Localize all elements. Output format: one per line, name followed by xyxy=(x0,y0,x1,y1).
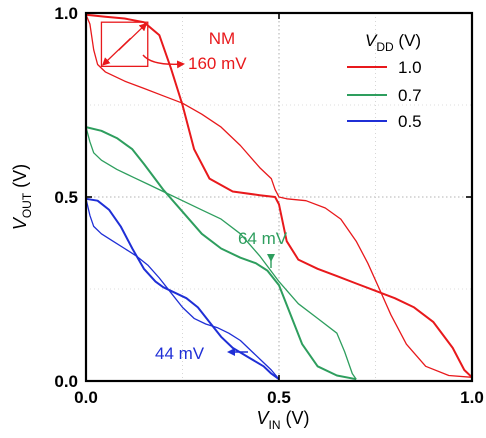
noise-margin-box xyxy=(100,21,149,68)
y-tick-label-0: 0.0 xyxy=(54,372,78,391)
series-0-7-curve-a xyxy=(85,126,357,381)
series-1-0-curve-b xyxy=(85,14,473,378)
legend-label-0-7: 0.7 xyxy=(398,86,422,105)
x-tick-label-2: 1.0 xyxy=(460,388,484,407)
legend-label-1-0: 1.0 xyxy=(398,58,422,77)
annotation-44mv-label: 44 mV xyxy=(155,344,205,363)
legend-label-0-5: 0.5 xyxy=(398,112,422,131)
transfer-curves xyxy=(85,13,473,381)
annotation-160mv-arrow xyxy=(142,54,185,69)
x-tick-label-0: 0.0 xyxy=(74,388,98,407)
annotation-64mv-label: 64 mV xyxy=(238,229,288,248)
series-0-7-curve-b xyxy=(85,126,357,380)
annotation-160mv-label: 160 mV xyxy=(188,54,247,73)
y-tick-label-1: 0.5 xyxy=(54,188,78,207)
x-tick-label-1: 0.5 xyxy=(267,388,291,407)
series-0-5-curve-b xyxy=(85,198,280,380)
y-tick-label-2: 1.0 xyxy=(54,4,78,23)
nm-box-rect xyxy=(100,21,149,68)
legend: VDD (V) 1.0 0.7 0.5 xyxy=(347,31,422,131)
annotation-nm-label: NM xyxy=(209,29,235,48)
y-axis-label: VOUT (V) xyxy=(10,164,34,230)
series-0-5-curve-a xyxy=(85,197,280,381)
series-1-0-curve-a xyxy=(85,13,473,379)
nm-box-diagonal-2 xyxy=(101,37,132,66)
axis-ticks: 0.0 0.5 1.0 0.0 0.5 1.0 xyxy=(54,4,483,407)
x-axis-label: VIN (V) xyxy=(256,408,309,432)
legend-title: VDD (V) xyxy=(365,31,421,54)
